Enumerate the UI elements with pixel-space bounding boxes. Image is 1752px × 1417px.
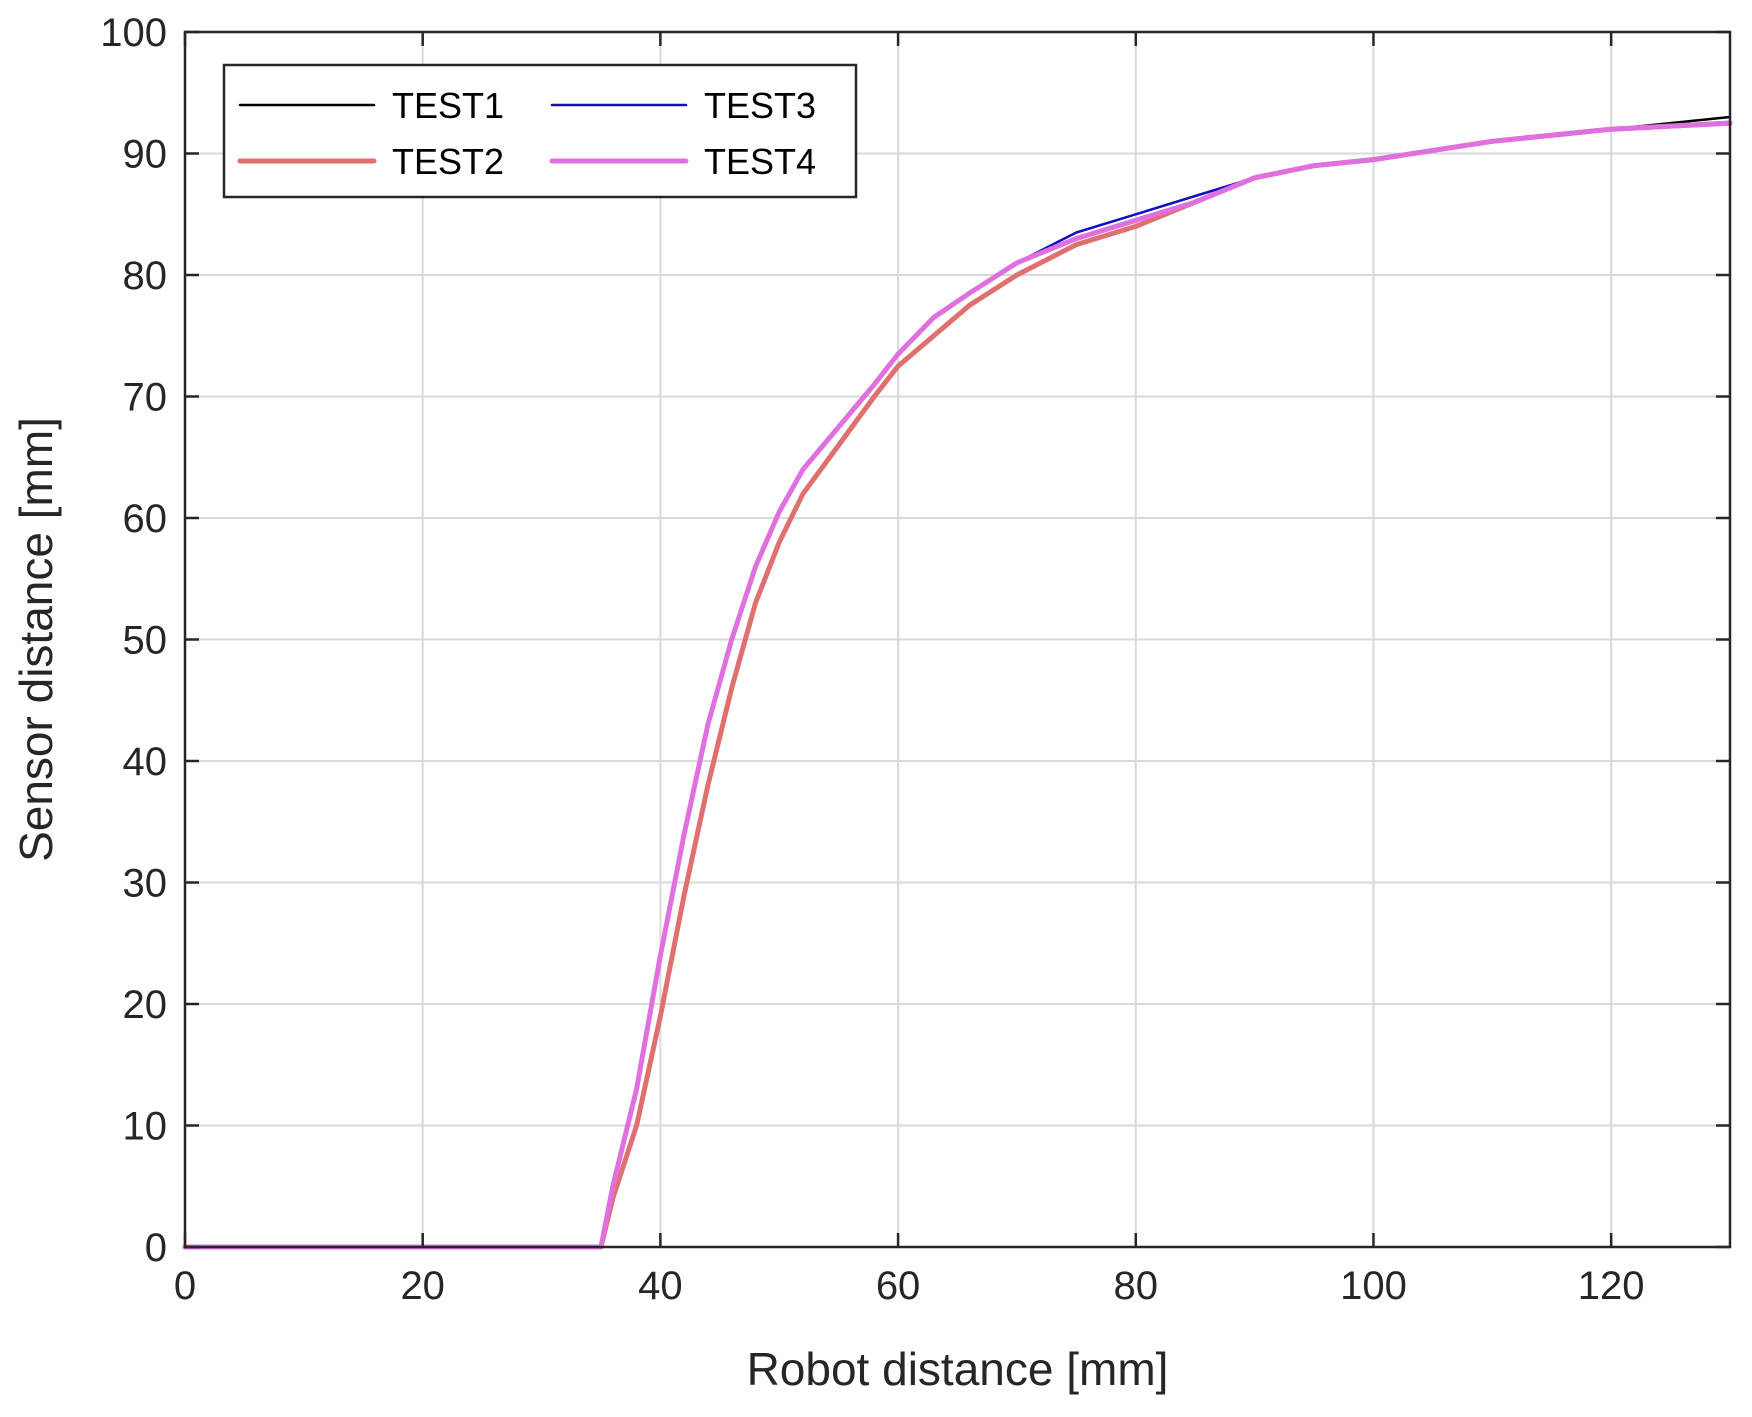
x-tick-label: 20 <box>400 1264 445 1308</box>
y-tick-label: 20 <box>123 983 168 1027</box>
x-tick-label: 0 <box>174 1264 196 1308</box>
grid <box>185 32 1730 1247</box>
y-tick-label: 30 <box>123 862 168 906</box>
legend: TEST1 TEST2 TEST3 TEST4 <box>222 63 858 199</box>
y-tick-label: 80 <box>123 254 168 298</box>
y-tick-label: 40 <box>123 740 168 784</box>
legend-box <box>222 63 858 199</box>
series-line-test4 <box>182 120 1733 1250</box>
y-tick-label: 50 <box>123 619 168 663</box>
ticks <box>183 30 1730 1249</box>
legend-label-test4: TEST4 <box>704 141 816 182</box>
x-tick-label: 120 <box>1578 1264 1645 1308</box>
legend-label-test2: TEST2 <box>392 141 504 182</box>
tick-labels: 0 20 40 60 80 100 120 0 10 20 30 40 50 60 70 80 90 100 <box>100 11 1644 1308</box>
x-tick-label: 60 <box>876 1264 921 1308</box>
y-axis-label: Sensor distance [mm] <box>10 417 62 862</box>
x-axis-label: Robot distance [mm] <box>747 1343 1169 1395</box>
y-tick-label: 90 <box>123 133 168 177</box>
y-tick-label: 60 <box>123 497 168 541</box>
y-tick-label: 0 <box>145 1226 167 1270</box>
y-tick-label: 100 <box>100 11 167 55</box>
legend-label-test1: TEST1 <box>392 85 504 126</box>
legend-label-test3: TEST3 <box>704 85 816 126</box>
x-tick-label: 100 <box>1340 1264 1407 1308</box>
y-tick-label: 10 <box>123 1105 168 1149</box>
x-tick-label: 40 <box>638 1264 683 1308</box>
series-layer <box>182 115 1733 1250</box>
y-tick-label: 70 <box>123 376 168 420</box>
x-tick-label: 80 <box>1114 1264 1159 1308</box>
